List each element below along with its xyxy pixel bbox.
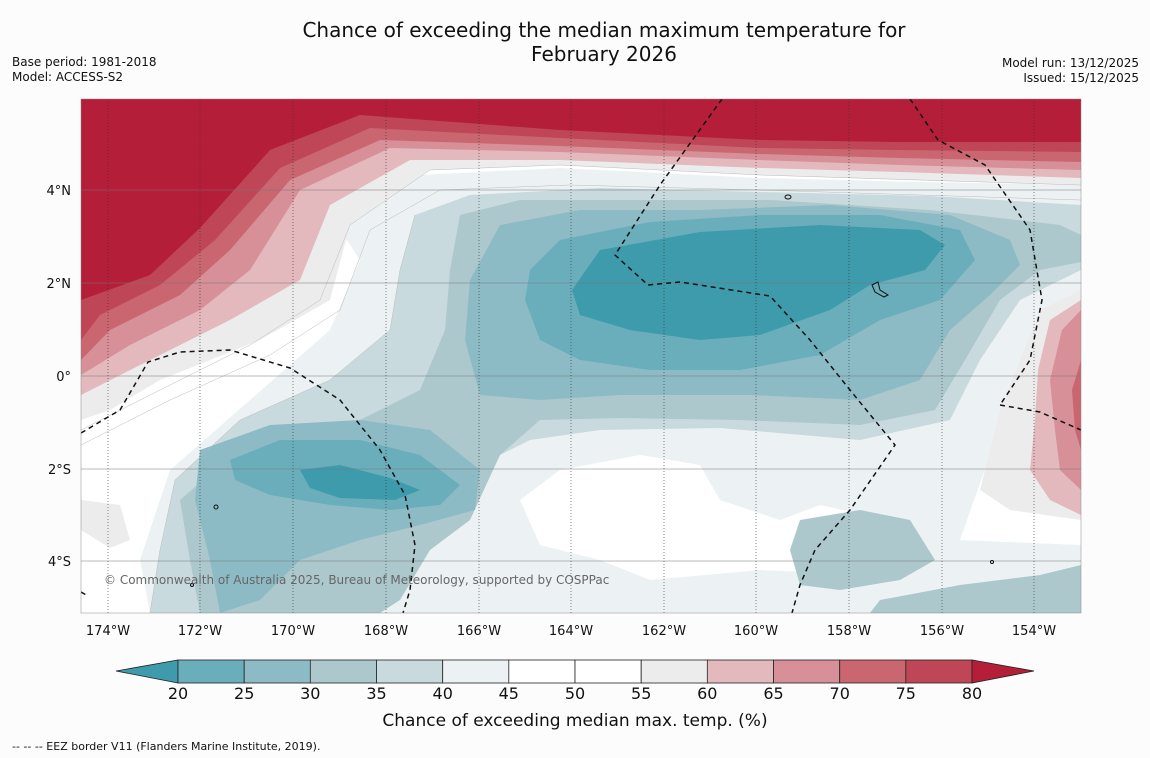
lon-label-170w: 170°W (271, 624, 315, 639)
lon-label-174w: 174°W (86, 624, 130, 639)
colorbar-tick-65: 65 (763, 684, 783, 703)
colorbar-bin-70-75 (839, 659, 907, 684)
contour-line-3 (149, 214, 416, 613)
lon-label-154w: 154°W (1012, 624, 1056, 639)
colorbar-bin-20-25 (177, 659, 245, 684)
base-info: Base period: 1981-2018 Model: ACCESS-S2 (12, 55, 157, 85)
lat-label-2n: 2°N (47, 277, 72, 292)
island-sw-2 (190, 583, 194, 587)
colorbar-tick-20: 20 (168, 684, 188, 703)
colorbar-bin-60-65 (706, 659, 774, 684)
run-info: Model run: 13/12/2025 Issued: 15/12/2025 (1002, 56, 1139, 86)
temperature-probability-map: © Commonwealth of Australia 2025, Bureau… (81, 99, 1081, 613)
band-lt20 (572, 225, 945, 340)
island-sw-1 (213, 504, 219, 510)
colorbar-tick-30: 30 (300, 684, 320, 703)
issued-date: Issued: 15/12/2025 (1023, 71, 1139, 85)
colorbar-ticks: 20 25 30 35 40 45 50 55 60 65 70 75 80 (168, 684, 982, 703)
eez-legend: -- -- -- EEZ border V11 (Flanders Marine… (12, 740, 321, 753)
colorbar-bin-30-35 (309, 659, 377, 684)
colorbar-tick-55: 55 (631, 684, 651, 703)
lat-label-eq: 0° (56, 370, 71, 385)
colorbar-tick-45: 45 (499, 684, 519, 703)
colorbar-tick-35: 35 (366, 684, 386, 703)
eez-borders (81, 99, 1081, 613)
lat-label-4n: 4°N (47, 184, 72, 199)
colorbar-title: Chance of exceeding median max. temp. (%… (382, 711, 767, 731)
copyright-text: © Commonwealth of Australia 2025, Bureau… (104, 573, 609, 587)
colorbar-bin-65-70 (773, 659, 841, 684)
chart-title: Chance of exceeding the median maximum t… (0, 18, 1150, 66)
lon-label-172w: 172°W (178, 624, 222, 639)
lon-label-156w: 156°W (920, 624, 964, 639)
eez-border-sw (81, 591, 89, 597)
band-70-75-east (1072, 360, 1081, 450)
colorbar-tick-50: 50 (565, 684, 585, 703)
eez-border-tokelau (81, 349, 416, 613)
map-frame (80, 98, 1082, 614)
colorbar-bin-55-60 (640, 659, 708, 684)
colorbar-bin-75-80 (905, 659, 973, 684)
lat-label-4s: 4°S (48, 555, 71, 570)
island-se-1 (990, 560, 994, 564)
band-65-70 (81, 99, 1081, 375)
colorbar-tick-75: 75 (896, 684, 916, 703)
colorbar-bin-45-50 (508, 659, 576, 684)
contour-lines (81, 164, 1081, 613)
model-name: Model: ACCESS-S2 (12, 70, 124, 84)
colorbar-high-extension (971, 659, 1035, 684)
gridlines (81, 189, 1081, 562)
band-gt80 (81, 99, 1081, 300)
eez-border-kiribati (614, 99, 896, 613)
eez-border-east (909, 99, 1043, 406)
lon-label-164w: 164°W (549, 624, 593, 639)
lon-label-166w: 166°W (457, 624, 501, 639)
colorbar: 20 25 30 35 40 45 50 55 60 65 70 75 80 C… (115, 659, 1035, 731)
lon-label-168w: 168°W (364, 624, 408, 639)
colorbar-low-extension (115, 659, 179, 684)
title-line-1: Chance of exceeding the median maximum t… (302, 18, 906, 42)
band-30-35-se (870, 565, 1081, 613)
eez-border-cook (999, 404, 1081, 431)
title-line-2: February 2026 (531, 42, 677, 66)
colorbar-tick-80: 80 (962, 684, 982, 703)
colorbar-bin-35-40 (376, 659, 444, 684)
colorbar-tick-60: 60 (697, 684, 717, 703)
colorbar-bin-50-55 (574, 659, 642, 684)
base-period: Base period: 1981-2018 (12, 55, 157, 69)
lon-label-158w: 158°W (827, 624, 871, 639)
lon-label-162w: 162°W (642, 624, 686, 639)
band-65-70-east (1050, 310, 1081, 490)
model-run: Model run: 13/12/2025 (1001, 56, 1139, 70)
islands (190, 194, 994, 587)
lon-label-160w: 160°W (734, 624, 778, 639)
lon-axis: 174°W 172°W 170°W 168°W 166°W 164°W 162°… (86, 624, 1056, 639)
band-lt20-sw (300, 465, 420, 500)
colorbar-tick-25: 25 (234, 684, 254, 703)
colorbar-tick-70: 70 (830, 684, 850, 703)
lat-label-2s: 2°S (48, 463, 71, 478)
lat-axis: 4°N 2°N 0° 2°S 4°S (47, 184, 72, 570)
band-30-35-south (790, 510, 935, 590)
island-kiritimati (871, 281, 890, 298)
colorbar-bin-25-30 (243, 659, 311, 684)
band-55-60-sw (81, 500, 130, 548)
island-starbuck (784, 194, 792, 200)
colorbar-bin-40-45 (442, 659, 510, 684)
contour-line-2 (81, 184, 1081, 446)
colorbar-tick-40: 40 (433, 684, 453, 703)
contour-line-1 (81, 164, 1081, 431)
